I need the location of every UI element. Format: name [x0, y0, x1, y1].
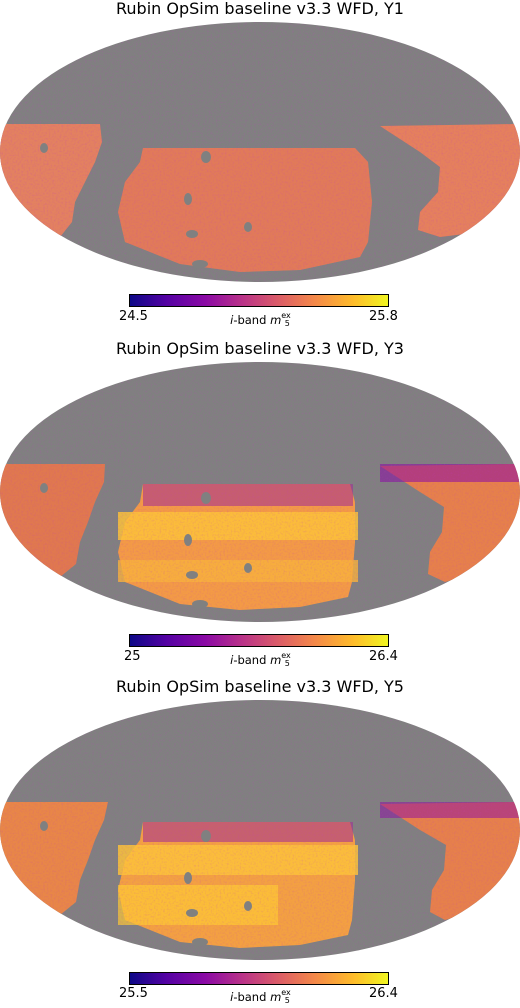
masked-hole [244, 222, 252, 232]
masked-hole [184, 534, 192, 546]
sky-map [0, 362, 520, 622]
masked-hole [192, 260, 208, 268]
colorbar-max-label: 26.4 [369, 986, 398, 1001]
masked-hole [186, 571, 198, 579]
masked-hole [186, 230, 198, 238]
colorbar [129, 972, 389, 985]
masked-hole [184, 872, 192, 884]
colorbar-label: i-band mex5 [230, 988, 291, 1005]
masked-hole [201, 830, 211, 842]
masked-hole [40, 821, 48, 831]
colorbar [129, 294, 389, 307]
panel-title: Rubin OpSim baseline v3.3 WFD, Y3 [116, 339, 404, 358]
colorbar-max-label: 26.4 [369, 649, 398, 664]
masked-hole [201, 151, 211, 163]
colorbar-min-label: 24.5 [119, 309, 148, 324]
masked-hole [184, 193, 192, 205]
masked-hole [201, 492, 211, 504]
panel-title: Rubin OpSim baseline v3.3 WFD, Y5 [116, 677, 404, 696]
masked-hole [244, 901, 252, 911]
masked-hole [186, 909, 198, 917]
map-panel-y1: Rubin OpSim baseline v3.3 WFD, Y1 24.5 2… [0, 0, 520, 335]
colorbar-label: i-band mex5 [230, 651, 291, 668]
map-panel-y5: Rubin OpSim baseline v3.3 WFD, Y5 25.5 2… [0, 677, 520, 1005]
masked-hole [40, 483, 48, 493]
colorbar [129, 634, 389, 647]
panel-title: Rubin OpSim baseline v3.3 WFD, Y1 [116, 0, 404, 18]
colorbar-min-label: 25.5 [119, 986, 148, 1001]
colorbar-max-label: 25.8 [369, 309, 398, 324]
colorbar-min-label: 25 [124, 649, 141, 664]
sky-map [0, 22, 520, 282]
map-panel-y3: Rubin OpSim baseline v3.3 WFD, Y3 25 26.… [0, 340, 520, 675]
masked-hole [40, 143, 48, 153]
masked-hole [192, 600, 208, 608]
sky-map [0, 700, 520, 960]
masked-hole [192, 938, 208, 946]
colorbar-label: i-band mex5 [230, 311, 291, 328]
masked-hole [244, 563, 252, 573]
